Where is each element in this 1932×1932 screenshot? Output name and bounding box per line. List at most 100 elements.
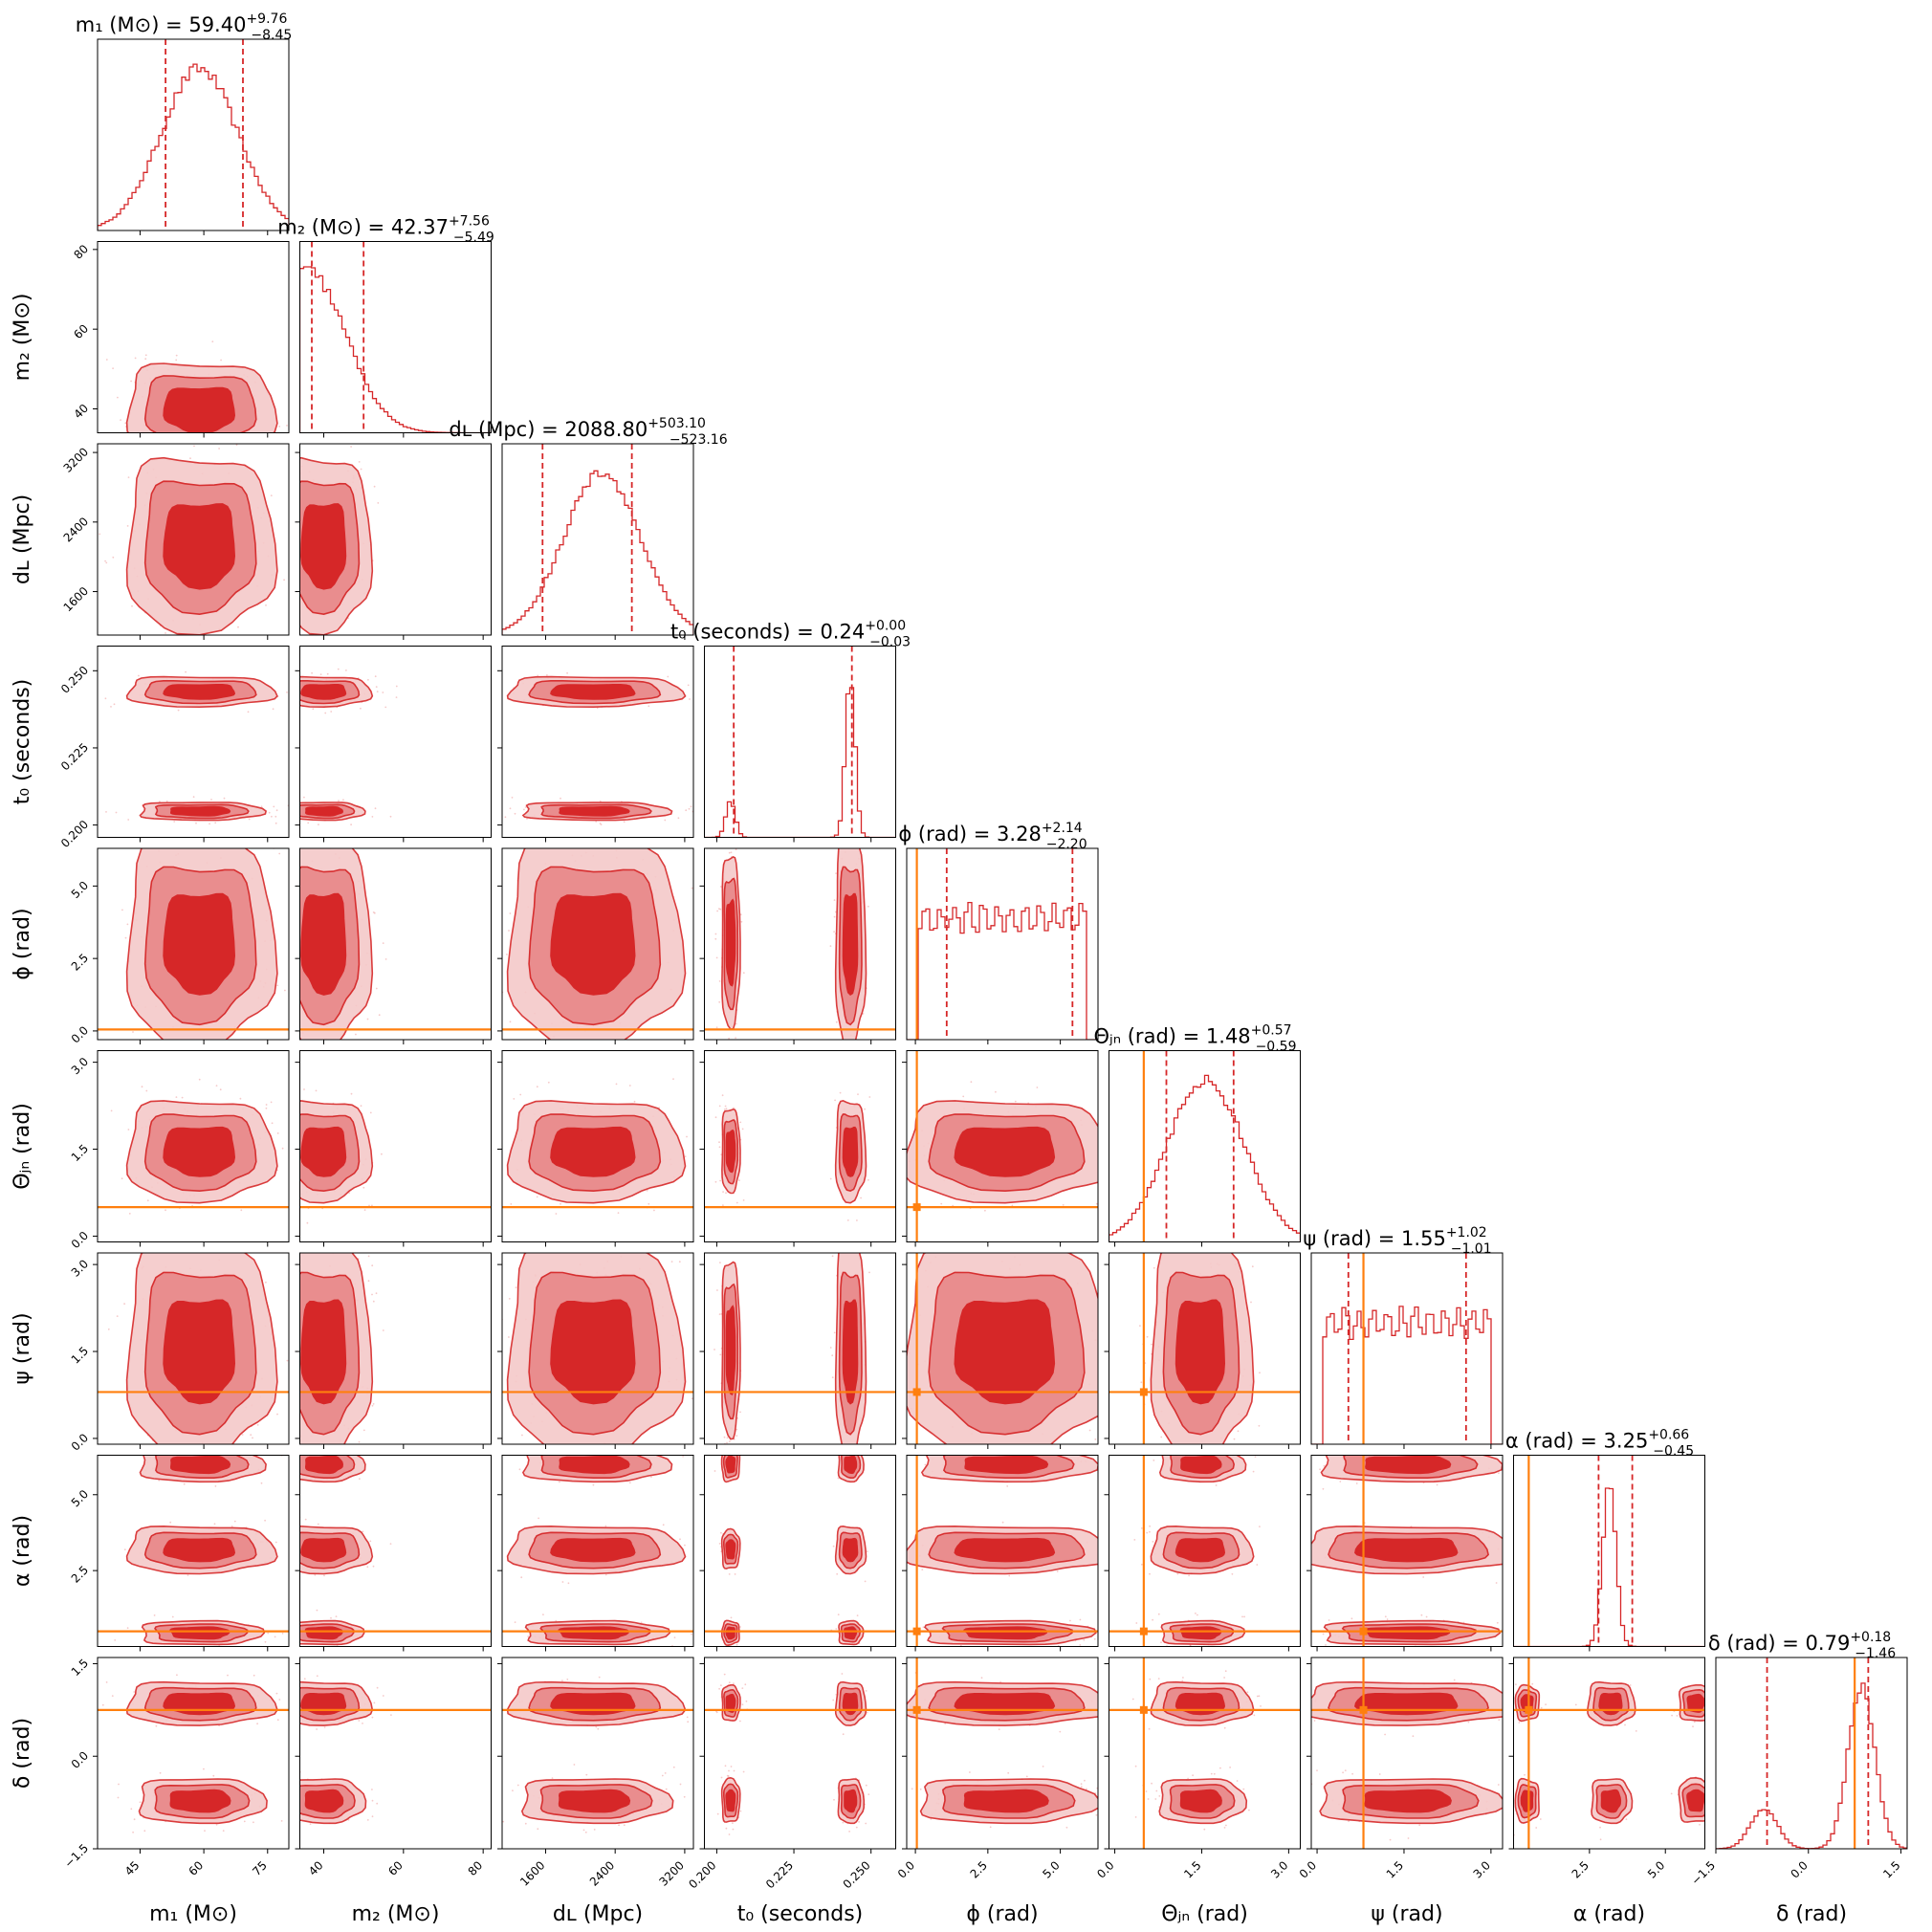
sample-point xyxy=(303,1678,306,1680)
sample-point xyxy=(679,1538,681,1541)
sample-point xyxy=(237,626,239,628)
sample-point xyxy=(715,689,717,691)
sample-point xyxy=(269,1459,271,1460)
sample-point xyxy=(726,1250,728,1252)
sample-point xyxy=(335,1450,337,1452)
sample-point xyxy=(118,1783,120,1786)
sample-point xyxy=(874,1189,876,1191)
sample-point xyxy=(316,1728,318,1730)
sample-point xyxy=(728,1573,731,1575)
panel-frame xyxy=(97,241,290,433)
sample-point xyxy=(617,1212,620,1214)
sample-point xyxy=(1318,1438,1320,1440)
sample-point xyxy=(862,1013,865,1015)
sample-point xyxy=(856,1219,858,1221)
panel-content xyxy=(299,446,380,635)
panel-content xyxy=(502,444,693,635)
sample-point xyxy=(105,811,107,813)
sample-point xyxy=(1326,1444,1328,1446)
sample-point xyxy=(296,1691,298,1693)
sample-point xyxy=(120,419,121,421)
sample-point xyxy=(323,1574,325,1577)
sample-point xyxy=(372,1403,375,1405)
sample-point xyxy=(688,807,691,810)
sample-point xyxy=(1323,1464,1326,1467)
sample-point xyxy=(338,800,340,802)
sample-point xyxy=(839,1091,842,1094)
sample-point xyxy=(845,1048,847,1050)
sample-point xyxy=(240,1209,243,1212)
sample-point xyxy=(111,1695,114,1697)
sample-point xyxy=(260,1482,263,1484)
sample-point xyxy=(193,445,195,448)
sample-point xyxy=(229,441,231,443)
sample-point xyxy=(1062,1204,1065,1206)
sample-point xyxy=(192,1649,194,1651)
sample-point xyxy=(493,1797,494,1799)
sample-point xyxy=(256,1424,259,1426)
sample-point xyxy=(1107,1557,1109,1559)
sample-point xyxy=(832,1650,834,1652)
panel-content xyxy=(704,1455,896,1652)
sample-point xyxy=(835,1021,838,1023)
sample-point xyxy=(297,1817,299,1819)
y-tick-label: 0.0 xyxy=(69,1229,91,1251)
sample-point xyxy=(173,786,175,788)
sample-point xyxy=(374,807,377,810)
sample-point xyxy=(297,1347,299,1349)
sample-point xyxy=(867,1557,869,1559)
sample-point xyxy=(538,1517,539,1520)
sample-point xyxy=(917,1250,919,1252)
sample-point xyxy=(260,805,263,808)
sample-point xyxy=(691,1633,692,1636)
sample-point xyxy=(353,1489,355,1491)
sample-point xyxy=(264,1519,266,1522)
sample-point xyxy=(700,816,702,818)
panel-frame xyxy=(906,1252,1099,1445)
sample-point xyxy=(130,380,133,383)
sample-point xyxy=(296,680,297,682)
sample-point xyxy=(372,911,375,913)
sample-point xyxy=(1104,1647,1106,1649)
sample-point xyxy=(723,1109,726,1110)
sample-point xyxy=(1122,1283,1124,1284)
sample-point xyxy=(683,1795,686,1798)
sample-point xyxy=(1141,1563,1143,1566)
sample-point xyxy=(256,1786,258,1788)
sample-point xyxy=(274,1541,277,1544)
sample-point xyxy=(367,1255,370,1258)
sample-point xyxy=(1070,1450,1072,1452)
sample-point xyxy=(175,1096,178,1098)
sample-point xyxy=(296,1462,298,1464)
sample-point xyxy=(1328,1619,1330,1621)
sample-point xyxy=(514,1621,516,1623)
sample-point xyxy=(482,1153,484,1155)
sample-point xyxy=(1251,1265,1254,1268)
sample-point xyxy=(483,1148,485,1150)
panel-content xyxy=(1513,1455,1705,1647)
sample-point xyxy=(323,1726,326,1728)
sample-point xyxy=(848,1046,850,1048)
sample-point xyxy=(962,1095,965,1098)
sample-point xyxy=(869,1182,871,1184)
sample-point xyxy=(181,1236,183,1238)
truth-marker xyxy=(912,1627,921,1636)
sample-point xyxy=(294,669,296,670)
sample-point xyxy=(252,1674,255,1677)
sample-point xyxy=(836,1572,839,1575)
sample-point xyxy=(330,1616,332,1619)
sample-point xyxy=(497,685,499,687)
contour-level-3 xyxy=(163,1126,236,1177)
sample-point xyxy=(722,684,724,686)
sample-point xyxy=(290,846,292,848)
contour-level-3 xyxy=(1354,1537,1459,1563)
histogram-phi xyxy=(907,901,1098,1040)
sample-point xyxy=(1153,1460,1155,1461)
sample-point xyxy=(345,670,347,671)
sample-point xyxy=(597,1727,600,1730)
sample-point xyxy=(1287,1484,1289,1486)
panel-frame xyxy=(1310,1252,1504,1445)
sample-point xyxy=(295,1439,296,1441)
